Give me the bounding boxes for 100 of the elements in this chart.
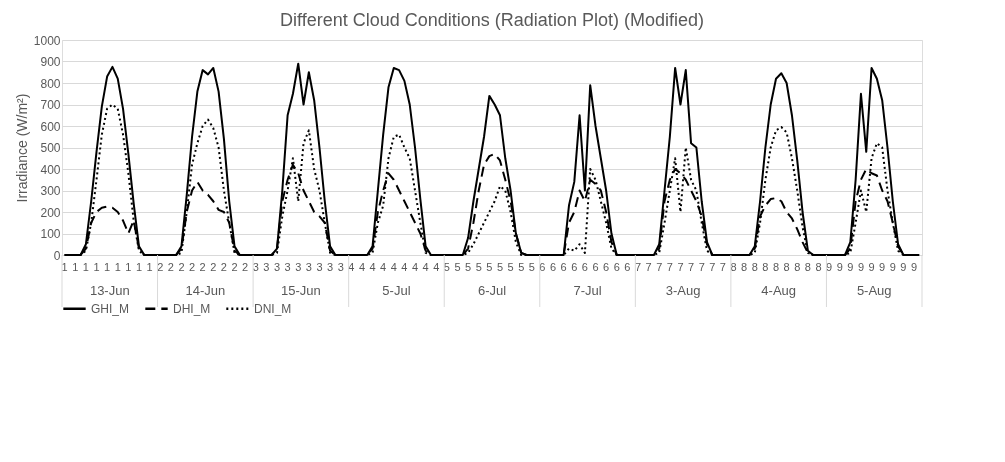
x-tick-label: 8 [772,261,780,273]
text: 7-Jul [573,283,602,298]
x-tick-label: 1 [104,261,111,273]
legend-label: DHI_M [173,301,211,316]
x-tick-label: 6 [592,261,599,273]
text: 5-Jul [382,283,411,298]
x-tick-label: 7 [634,261,642,273]
x-tick-label: 2 [220,261,227,273]
x-tick-label: 5 [454,261,461,273]
x-tick-label: 9 [879,261,886,273]
x-tick-label: 8 [762,261,769,273]
x-tick-label: 3 [284,261,291,273]
x-tick-label: 5 [507,261,514,273]
legend-label: DNI_M [254,301,292,316]
y-tick-label: 800 [40,76,61,91]
text: 3-Aug [665,283,701,298]
x-tick-label: 4 [358,261,365,273]
x-tick-label: 4 [401,261,408,273]
x-tick-label: 1 [125,261,132,273]
x-tick-label: 2 [199,261,206,273]
x-tick-label: 2 [231,261,238,273]
x-tick-label: 1 [93,261,100,273]
x-tick-label: 1 [72,261,79,273]
x-tick-label: 4 [348,261,355,273]
x-tick-label: 6 [539,261,546,273]
x-tick-label: 6 [571,261,578,273]
x-tick-label: 5 [465,261,472,273]
x-tick-label: 6 [560,261,567,273]
x-tick-label: 2 [242,261,249,273]
x-tick-label: 4 [433,261,440,273]
x-tick-label: 1 [82,261,89,273]
x-tick-label: 7 [709,261,716,273]
x-tick-label: 1 [146,261,153,273]
x-tick-label: 7 [688,261,695,273]
y-tick-label: 600 [40,119,61,134]
x-tick-label: 5 [528,261,535,273]
text: 14-Jun [185,283,226,298]
x-tick-label: 8 [783,261,790,273]
x-tick-label: 8 [794,261,801,273]
text: 6-Jul [477,283,507,298]
y-tick-label: 700 [40,98,61,112]
x-tick-label: 5 [496,261,504,273]
x-tick-label: 6 [613,261,620,273]
text: 15-Jun [281,283,321,298]
y-tick-label: 900 [40,55,61,69]
x-tick-label: 7 [645,261,652,273]
x-tick-label: 3 [327,261,334,273]
x-tick-label: 3 [316,261,323,273]
x-tick-label: 6 [581,261,588,273]
x-tick-label: 2 [157,261,164,273]
y-tick-label: 100 [40,227,61,241]
x-tick-label: 9 [900,261,907,273]
y-tick-label: 300 [40,184,61,198]
chart-title: Different Cloud Conditions (Radiation Plot) (Modified) [280,10,704,30]
x-tick-label: 8 [730,261,737,273]
y-tick-label: 1000 [33,33,61,48]
x-tick-label: 1 [114,261,121,273]
text: 13-Jun [89,283,130,298]
x-tick-label: 3 [305,261,312,273]
x-tick-label: 4 [390,261,397,273]
x-tick-label: 7 [656,261,663,273]
x-tick-label: 9 [910,261,918,273]
y-tick-label: 400 [40,162,61,177]
text: 4-Aug [761,283,797,298]
x-tick-label: 9 [857,261,865,273]
x-tick-label: 2 [167,261,174,273]
x-tick-label: 5 [475,261,482,273]
x-tick-label: 6 [549,261,557,273]
y-tick-label: 500 [40,141,61,155]
x-tick-label: 6 [603,261,610,273]
x-tick-label: 5 [486,261,493,273]
x-tick-label: 9 [826,261,833,273]
x-tick-label: 8 [741,261,748,273]
x-tick-label: 1 [135,261,143,273]
x-tick-label: 8 [751,261,758,273]
legend-label: GHI_M [91,301,130,316]
x-tick-label: 8 [804,261,811,273]
text: 5-Aug [856,283,892,298]
x-tick-label: 9 [836,261,843,273]
x-tick-label: 4 [380,261,387,273]
x-tick-label: 3 [252,261,259,273]
x-tick-label: 7 [719,261,726,273]
x-tick-label: 6 [624,261,631,273]
x-tick-label: 3 [295,261,302,273]
x-tick-label: 1 [61,261,68,273]
x-tick-label: 2 [178,261,185,273]
x-tick-label: 8 [815,261,822,273]
x-tick-label: 5 [518,261,525,273]
x-tick-label: 3 [337,261,344,273]
y-tick-label: 200 [40,205,61,220]
x-tick-label: 9 [868,261,875,273]
x-tick-label: 4 [422,261,429,273]
x-tick-label: 3 [263,261,270,273]
x-tick-label: 7 [677,261,684,273]
x-tick-label: 2 [210,261,217,273]
x-tick-label: 9 [847,261,854,273]
y-tick-label: 0 [53,248,61,263]
y-axis-title: Irradiance (W/m²) [13,93,30,203]
x-tick-label: 7 [666,261,673,273]
x-tick-label: 4 [369,261,376,273]
